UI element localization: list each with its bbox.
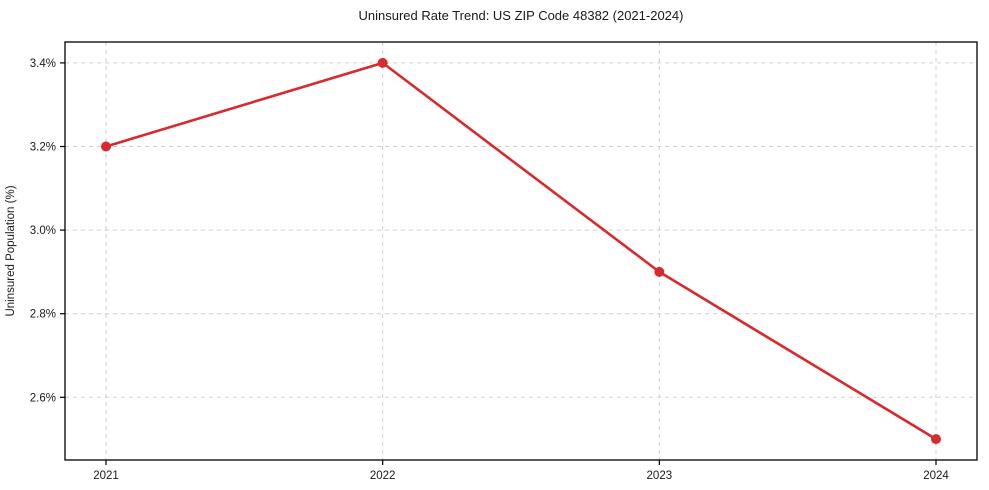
y-tick-label: 2.8%: [30, 309, 56, 321]
data-point-2023: [654, 266, 665, 277]
chart-title: Uninsured Rate Trend: US ZIP Code 48382 …: [358, 8, 684, 23]
x-tick-label: 2022: [370, 470, 396, 482]
x-tick-label: 2024: [923, 470, 949, 482]
trend-line: [104, 61, 938, 441]
x-tick-label: 2021: [93, 470, 119, 482]
y-tick-label: 3.0%: [30, 225, 56, 237]
y-axis-label: Uninsured Population (%): [5, 185, 17, 316]
data-point-2022: [377, 57, 388, 68]
data-point-2024: [931, 434, 941, 445]
plot-border: [64, 41, 978, 461]
y-tick-label: 2.6%: [30, 392, 56, 404]
y-tick-label: 3.4%: [30, 58, 56, 70]
x-tick-label: 2023: [647, 470, 673, 482]
y-tick-label: 3.2%: [30, 142, 56, 154]
data-point-2021: [101, 141, 111, 152]
